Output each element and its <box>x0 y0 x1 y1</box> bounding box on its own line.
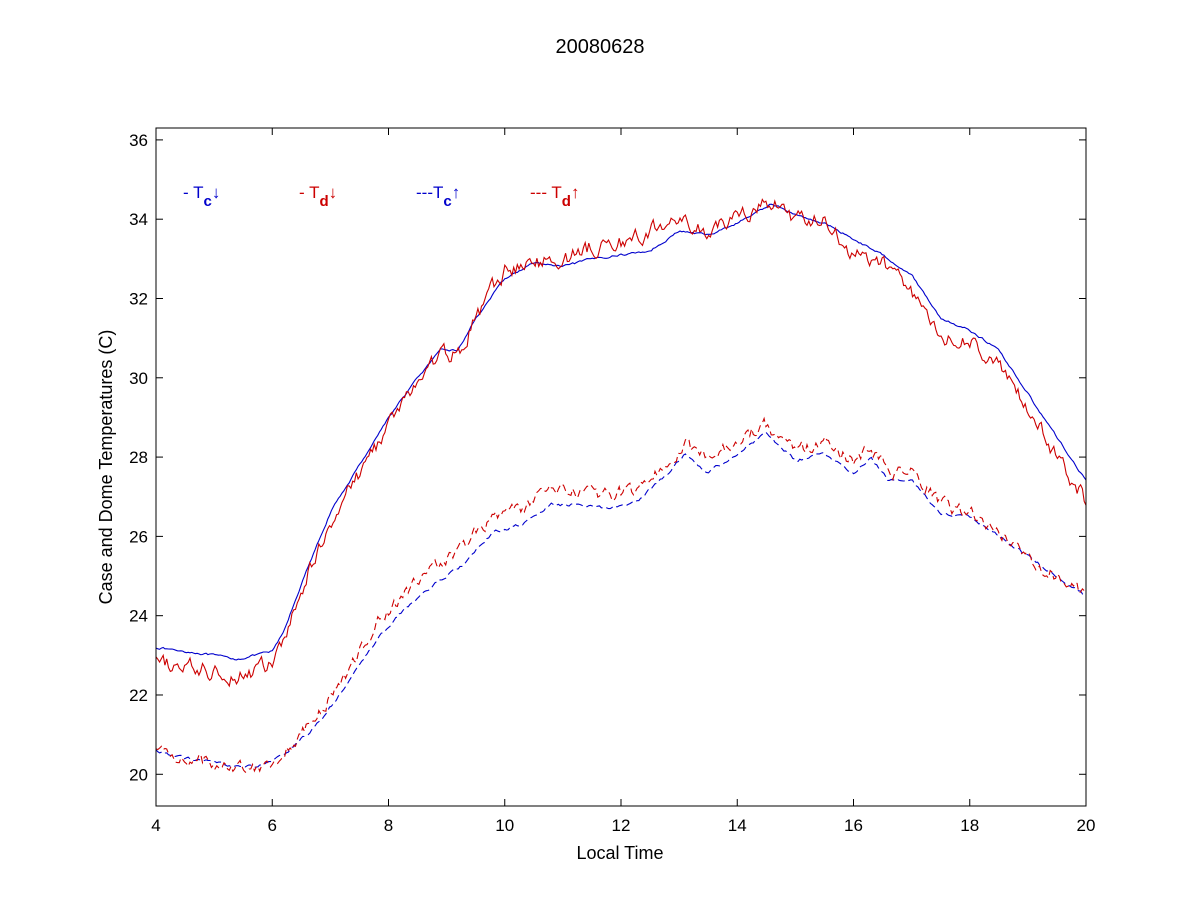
legend-entry-1: - Tc↓ <box>183 183 220 210</box>
x-tick-label: 8 <box>384 816 393 835</box>
legend-entry-2: - Td↓ <box>299 183 337 210</box>
legend-prefix: --- <box>530 183 551 202</box>
legend-prefix: --- <box>416 183 433 202</box>
x-tick-label: 14 <box>728 816 747 835</box>
series-line-2 <box>155 198 1087 688</box>
plot-area <box>156 128 1086 806</box>
legend-arrow: ↑ <box>571 183 580 202</box>
x-tick-label: 18 <box>960 816 979 835</box>
y-tick-label: 26 <box>129 527 148 546</box>
x-tick-label: 12 <box>612 816 631 835</box>
series-layer <box>155 198 1087 773</box>
x-tick-label: 10 <box>495 816 514 835</box>
legend-subscript: d <box>562 193 571 210</box>
x-tick-label: 16 <box>844 816 863 835</box>
legend-subscript: c <box>443 193 451 210</box>
legend-arrow: ↓ <box>212 183 221 202</box>
legend-subscript: d <box>319 193 328 210</box>
series-line-4 <box>155 416 1087 773</box>
ticks-layer: 4 6 8 10 12 14 16 18 20 20 22 24 26 28 30 32 34 36 <box>129 128 1095 835</box>
x-tick-label: 4 <box>151 816 160 835</box>
series-line-1 <box>155 203 1087 661</box>
legend-arrow: ↓ <box>329 183 338 202</box>
y-tick-label: 24 <box>129 607 148 626</box>
legend-symbol: T <box>193 183 203 202</box>
series-line-3 <box>155 431 1087 768</box>
legend-entry-4: --- Td↑ <box>530 183 579 210</box>
y-tick-label: 32 <box>129 289 148 308</box>
legend-subscript: c <box>203 193 211 210</box>
x-tick-label: 20 <box>1077 816 1096 835</box>
y-tick-label: 36 <box>129 131 148 150</box>
legend-prefix: - <box>183 183 193 202</box>
y-tick-label: 30 <box>129 369 148 388</box>
y-tick-label: 22 <box>129 686 148 705</box>
x-axis-label: Local Time <box>576 843 663 863</box>
y-tick-label: 20 <box>129 765 148 784</box>
y-tick-label: 34 <box>129 210 148 229</box>
chart-title: 20080628 <box>556 36 645 58</box>
legend-arrow: ↑ <box>452 183 461 202</box>
legend-prefix: - <box>299 183 309 202</box>
legend-entry-3: ---Tc↑ <box>416 183 460 210</box>
legend: - Tc↓ - Td↓ ---Tc↑ --- Td↑ <box>183 183 579 210</box>
y-tick-label: 28 <box>129 448 148 467</box>
legend-symbol: T <box>433 183 443 202</box>
legend-symbol: T <box>309 183 319 202</box>
legend-symbol: T <box>551 183 561 202</box>
y-axis-label: Case and Dome Temperatures (C) <box>96 330 116 605</box>
x-tick-label: 6 <box>268 816 277 835</box>
